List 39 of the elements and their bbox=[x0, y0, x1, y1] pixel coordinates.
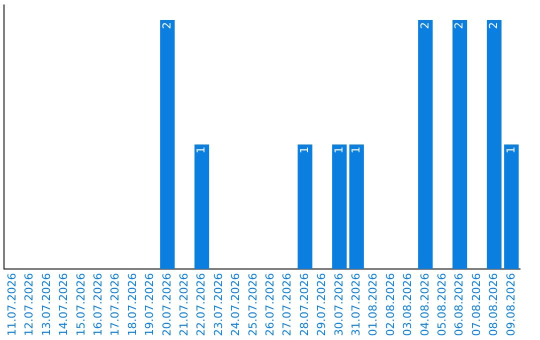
x-tick-label: 11.07.2026 bbox=[5, 273, 18, 336]
x-tick-label: 06.08.2026 bbox=[452, 273, 466, 336]
data-label: 2 bbox=[452, 22, 466, 29]
x-tick-label: 02.08.2026 bbox=[384, 273, 397, 336]
x-tick-label: 15.07.2026 bbox=[74, 273, 88, 336]
x-tick-label: 01.08.2026 bbox=[366, 273, 380, 336]
x-tick-label: 23.07.2026 bbox=[212, 273, 225, 336]
x-tick-label: 18.07.2026 bbox=[126, 273, 139, 336]
x-tick-label: 08.08.2026 bbox=[487, 273, 500, 336]
x-tick-label: 30.07.2026 bbox=[332, 273, 346, 336]
x-tick-label: 12.07.2026 bbox=[22, 273, 36, 336]
x-tick-label: 16.07.2026 bbox=[91, 273, 104, 336]
x-tick-label: 19.07.2026 bbox=[143, 273, 156, 336]
x-tick-label: 14.07.2026 bbox=[57, 273, 70, 336]
x-tick-label: 28.07.2026 bbox=[298, 273, 311, 336]
data-label: 2 bbox=[487, 22, 500, 29]
x-tick-label: 17.07.2026 bbox=[108, 273, 122, 336]
x-tick-label: 13.07.2026 bbox=[40, 273, 53, 336]
data-label: 1 bbox=[332, 146, 346, 154]
x-tick-label: 25.07.2026 bbox=[246, 273, 260, 336]
x-tick-label: 07.08.2026 bbox=[470, 273, 483, 336]
x-tick-label: 24.07.2026 bbox=[229, 273, 242, 336]
x-tick-label: 29.07.2026 bbox=[315, 273, 328, 336]
x-tick-label: 26.07.2026 bbox=[263, 273, 276, 336]
x-tick-label: 20.07.2026 bbox=[160, 273, 174, 336]
data-label: 1 bbox=[504, 146, 518, 154]
x-tick-label: 09.08.2026 bbox=[504, 273, 518, 336]
data-label: 2 bbox=[160, 22, 174, 29]
data-label: 2 bbox=[418, 22, 432, 29]
x-tick-label: 22.07.2026 bbox=[194, 273, 208, 336]
x-tick-label: 03.08.2026 bbox=[401, 273, 414, 336]
data-label: 1 bbox=[349, 146, 362, 154]
x-tick-label: 31.07.2026 bbox=[349, 273, 362, 336]
x-tick-label: 04.08.2026 bbox=[418, 273, 432, 336]
data-label: 1 bbox=[194, 146, 208, 154]
x-tick-label: 27.07.2026 bbox=[280, 273, 294, 336]
x-tick-label: 21.07.2026 bbox=[177, 273, 190, 336]
x-tick-label: 05.08.2026 bbox=[435, 273, 448, 336]
data-label: 1 bbox=[298, 146, 311, 154]
